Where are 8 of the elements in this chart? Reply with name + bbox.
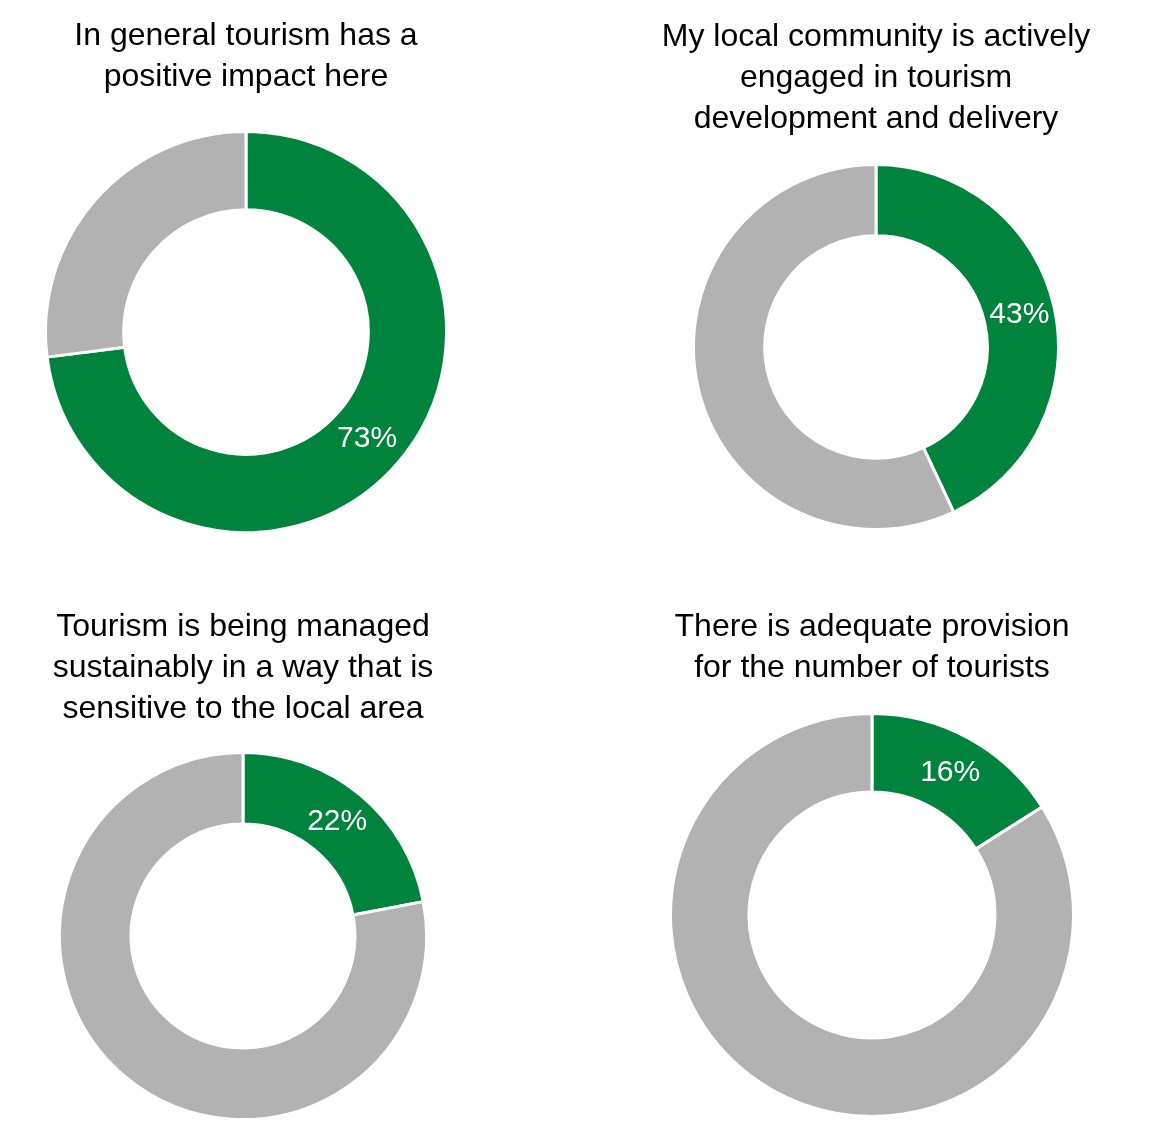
data-label: 43% (989, 296, 1050, 330)
chart-title: In general tourism has a positive impact here (73, 15, 419, 95)
chart-title: There is adequate provision for the number of tourists (673, 606, 1071, 686)
data-label: 73% (337, 420, 398, 453)
chart-title: Tourism is being managed sustainably in a way that is sensitive to the local area (51, 606, 435, 727)
data-label: 16% (920, 754, 981, 788)
chart-title: My local community is actively engaged in tourism development and delivery (660, 16, 1092, 137)
data-label: 22% (307, 803, 368, 837)
